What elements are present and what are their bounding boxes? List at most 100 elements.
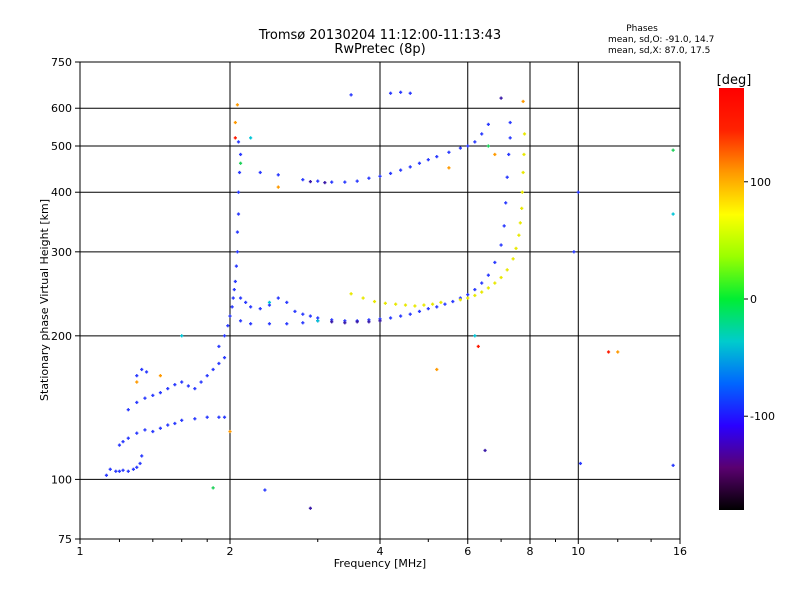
data-point [205, 415, 209, 419]
data-point [180, 334, 184, 338]
data-point [517, 233, 521, 237]
stats-heading: Phases [626, 24, 658, 34]
data-point [466, 296, 470, 300]
data-point [117, 469, 122, 473]
data-point [140, 454, 144, 458]
data-point [135, 431, 139, 435]
data-point [466, 293, 470, 297]
data-point [232, 287, 236, 292]
data-point [422, 303, 426, 307]
data-point [439, 300, 443, 305]
data-point [426, 307, 430, 311]
data-point [486, 144, 490, 148]
data-point [486, 122, 490, 126]
grid-lines [80, 62, 680, 539]
data-point [231, 296, 235, 300]
data-point [480, 281, 484, 285]
data-point [166, 387, 170, 391]
data-point [186, 384, 190, 388]
data-point [383, 301, 387, 305]
data-point [355, 179, 359, 183]
colorbar [719, 88, 744, 510]
data-point [301, 178, 305, 182]
data-point [222, 415, 227, 419]
data-point [388, 316, 393, 320]
data-point [466, 144, 470, 148]
data-point [458, 298, 463, 302]
data-point [394, 302, 398, 306]
data-point [447, 150, 451, 154]
data-point [378, 319, 382, 323]
data-points [104, 90, 675, 510]
data-point [217, 415, 221, 419]
data-point [285, 322, 289, 326]
data-point [378, 174, 382, 178]
data-point [417, 309, 422, 314]
data-point [316, 179, 320, 183]
colorbar-ticks: -100 0 100 [744, 176, 775, 423]
data-point [108, 467, 112, 471]
colorbar-tick-label: 0 [750, 293, 757, 306]
data-point [249, 305, 253, 309]
data-point [121, 468, 125, 472]
data-point [343, 321, 347, 325]
data-point [180, 418, 184, 422]
data-point [458, 146, 463, 150]
chart-title: Tromsø 20130204 11:12:00-11:13:43 [258, 28, 501, 43]
y-tick-label: 500 [51, 140, 72, 153]
data-point [330, 320, 334, 324]
data-point [606, 350, 611, 354]
data-point [166, 423, 170, 427]
data-point [211, 367, 215, 372]
x-tick-label: 6 [464, 545, 471, 558]
data-point [572, 250, 576, 254]
data-point [258, 307, 262, 311]
data-point [451, 299, 455, 304]
y-axis-label: Stationary phase Virtual Height [km] [38, 199, 51, 401]
data-point [211, 486, 215, 490]
data-point [140, 367, 144, 372]
data-point [367, 320, 371, 324]
data-point [143, 428, 147, 432]
data-point [578, 461, 583, 466]
data-point [235, 230, 240, 234]
data-point [222, 356, 227, 360]
y-tick-label: 200 [51, 330, 72, 343]
data-point [316, 319, 320, 323]
data-point [233, 279, 237, 284]
data-point [522, 132, 527, 136]
data-point [131, 467, 136, 471]
x-axis-ticks: 1 2 4 6 8 10 16 [77, 539, 687, 558]
data-point [403, 303, 408, 307]
data-point [473, 140, 477, 144]
data-point [276, 173, 280, 177]
data-point [180, 380, 184, 384]
data-point [480, 132, 484, 136]
data-point [671, 148, 675, 152]
data-point [473, 293, 477, 298]
data-point [521, 99, 525, 104]
colorbar-tick-label: -100 [750, 410, 775, 423]
data-point [361, 296, 365, 300]
data-point [126, 408, 130, 412]
data-point [173, 383, 177, 387]
data-point [234, 264, 238, 268]
data-point [230, 305, 234, 309]
data-point [244, 300, 248, 305]
x-tick-label: 2 [227, 545, 234, 558]
data-point [263, 488, 267, 492]
data-point [138, 461, 142, 466]
data-point [173, 421, 177, 426]
x-tick-label: 4 [377, 545, 384, 558]
data-point [158, 391, 163, 395]
data-point [151, 393, 155, 398]
stats-line-o: mean, sd,O: -91.0, 14.7 [608, 35, 714, 45]
y-axis-ticks: 75 100 200 300 400 500 600 750 [51, 56, 80, 546]
data-point [217, 361, 221, 366]
data-point [249, 322, 253, 326]
data-point [499, 96, 503, 100]
y-tick-label: 300 [51, 246, 72, 259]
chart-subtitle: RwPretec (8p) [334, 42, 425, 57]
data-point [158, 374, 163, 378]
data-point [126, 436, 130, 440]
